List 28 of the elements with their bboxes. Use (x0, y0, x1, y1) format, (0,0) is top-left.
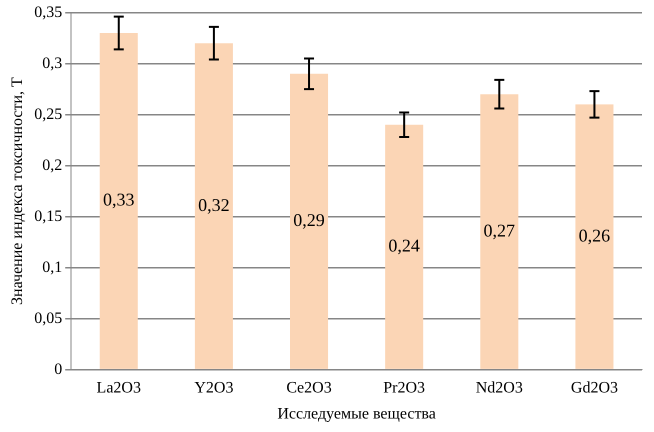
y-tick-label: 0,25 (34, 106, 62, 123)
bar (290, 74, 328, 369)
x-tick-label: Ce2O3 (286, 379, 332, 396)
data-label: 0,33 (103, 190, 135, 210)
x-axis-title: Исследуемые вещества (277, 406, 436, 423)
x-tick-label: Pr2O3 (383, 379, 426, 396)
y-axis-title: Значение индекса токсичности, Т (8, 76, 26, 306)
x-tick-label: Y2O3 (194, 379, 234, 396)
x-tick-label: Nd2O3 (476, 379, 523, 396)
y-tick-label: 0,35 (34, 4, 62, 21)
y-tick-label: 0 (54, 360, 62, 378)
y-tick-label: 0,2 (42, 156, 62, 174)
data-label: 0,32 (198, 194, 230, 215)
data-label: 0,26 (578, 225, 610, 246)
data-label: 0,24 (388, 236, 420, 256)
bar (194, 43, 233, 369)
data-label: 0,27 (484, 220, 516, 240)
y-tick-label: 0,3 (42, 54, 62, 72)
bar (480, 94, 518, 369)
y-tick-label: 0,05 (34, 310, 62, 327)
data-label: 0,29 (293, 210, 325, 230)
bar (575, 104, 614, 369)
bar (385, 124, 424, 369)
y-tick-label: 0,15 (34, 208, 62, 225)
y-tick-label: 0,1 (42, 258, 62, 276)
x-tick-label: Gd2O3 (570, 379, 618, 396)
x-tick-label: La2O3 (96, 379, 141, 396)
bar (100, 33, 138, 369)
